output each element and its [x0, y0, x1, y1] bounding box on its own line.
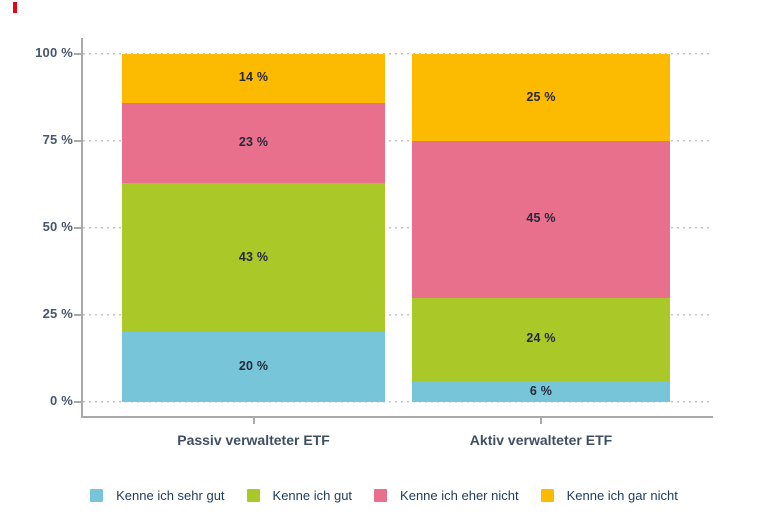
bar-segment: 43 % [122, 182, 385, 333]
gridline [83, 227, 710, 229]
segment-label: 25 % [526, 89, 556, 104]
y-axis-tick [74, 53, 81, 55]
bar-segment: 6 % [412, 381, 670, 402]
legend-swatch [374, 489, 388, 502]
bar-segment: 25 % [412, 54, 670, 141]
gridline [83, 314, 710, 316]
segment-label: 43 % [238, 249, 269, 264]
legend-item: Kenne ich sehr gut [90, 488, 225, 503]
segment-label: 20 % [238, 359, 269, 374]
segment-label: 24 % [526, 331, 556, 346]
accent-mark [13, 2, 17, 13]
y-tick-label: 25 % [42, 306, 73, 321]
bar-segment: 24 % [412, 297, 670, 382]
bar-segment: 20 % [122, 332, 385, 402]
legend-label: Kenne ich sehr gut [116, 488, 225, 503]
y-axis-tick [74, 401, 81, 403]
legend-swatch [90, 489, 104, 502]
legend-label: Kenne ich gut [272, 488, 353, 503]
y-axis-line [81, 38, 83, 418]
gridline [83, 53, 710, 55]
legend-swatch [246, 489, 260, 502]
y-axis-tick [74, 227, 81, 229]
y-tick-label: 75 % [42, 132, 73, 147]
bar: 20 % 43 % 23 % 14 % [122, 0, 385, 402]
legend-item: Kenne ich eher nicht [374, 488, 519, 503]
y-axis-tick [74, 314, 81, 316]
bar-segment: 14 % [122, 54, 385, 103]
bar-segment: 23 % [122, 102, 385, 183]
bar-segment: 45 % [412, 141, 670, 298]
plot-area: 0 % 25 % 50 % 75 % 100 % 20 % 43 % 23 % 14 % Pass… [35, 0, 713, 448]
bar: 6 % 24 % 45 % 25 % [412, 0, 670, 402]
segment-label: 14 % [238, 70, 269, 85]
legend-label: Kenne ich gar nicht [566, 488, 678, 503]
gridline [83, 401, 710, 403]
segment-label: 45 % [526, 211, 556, 226]
y-axis-tick [74, 140, 81, 142]
legend-item: Kenne ich gar nicht [540, 488, 678, 503]
legend-swatch [540, 489, 554, 502]
category-label: Passiv verwalteter ETF [177, 432, 330, 448]
x-axis-tick [540, 416, 542, 424]
legend-item: Kenne ich gut [246, 488, 353, 503]
x-axis-tick [252, 416, 255, 424]
segment-label: 6 % [529, 383, 553, 398]
y-tick-label: 100 % [35, 45, 73, 60]
legend: Kenne ich sehr gut Kenne ich gut Kenne ich… [0, 488, 768, 503]
y-tick-label: 0 % [49, 393, 73, 408]
x-axis-line [81, 416, 713, 418]
category-label: Aktiv verwalteter ETF [469, 432, 613, 448]
y-tick-label: 50 % [42, 219, 73, 234]
legend-label: Kenne ich eher nicht [400, 488, 519, 503]
gridline [83, 140, 710, 142]
segment-label: 23 % [238, 134, 269, 149]
